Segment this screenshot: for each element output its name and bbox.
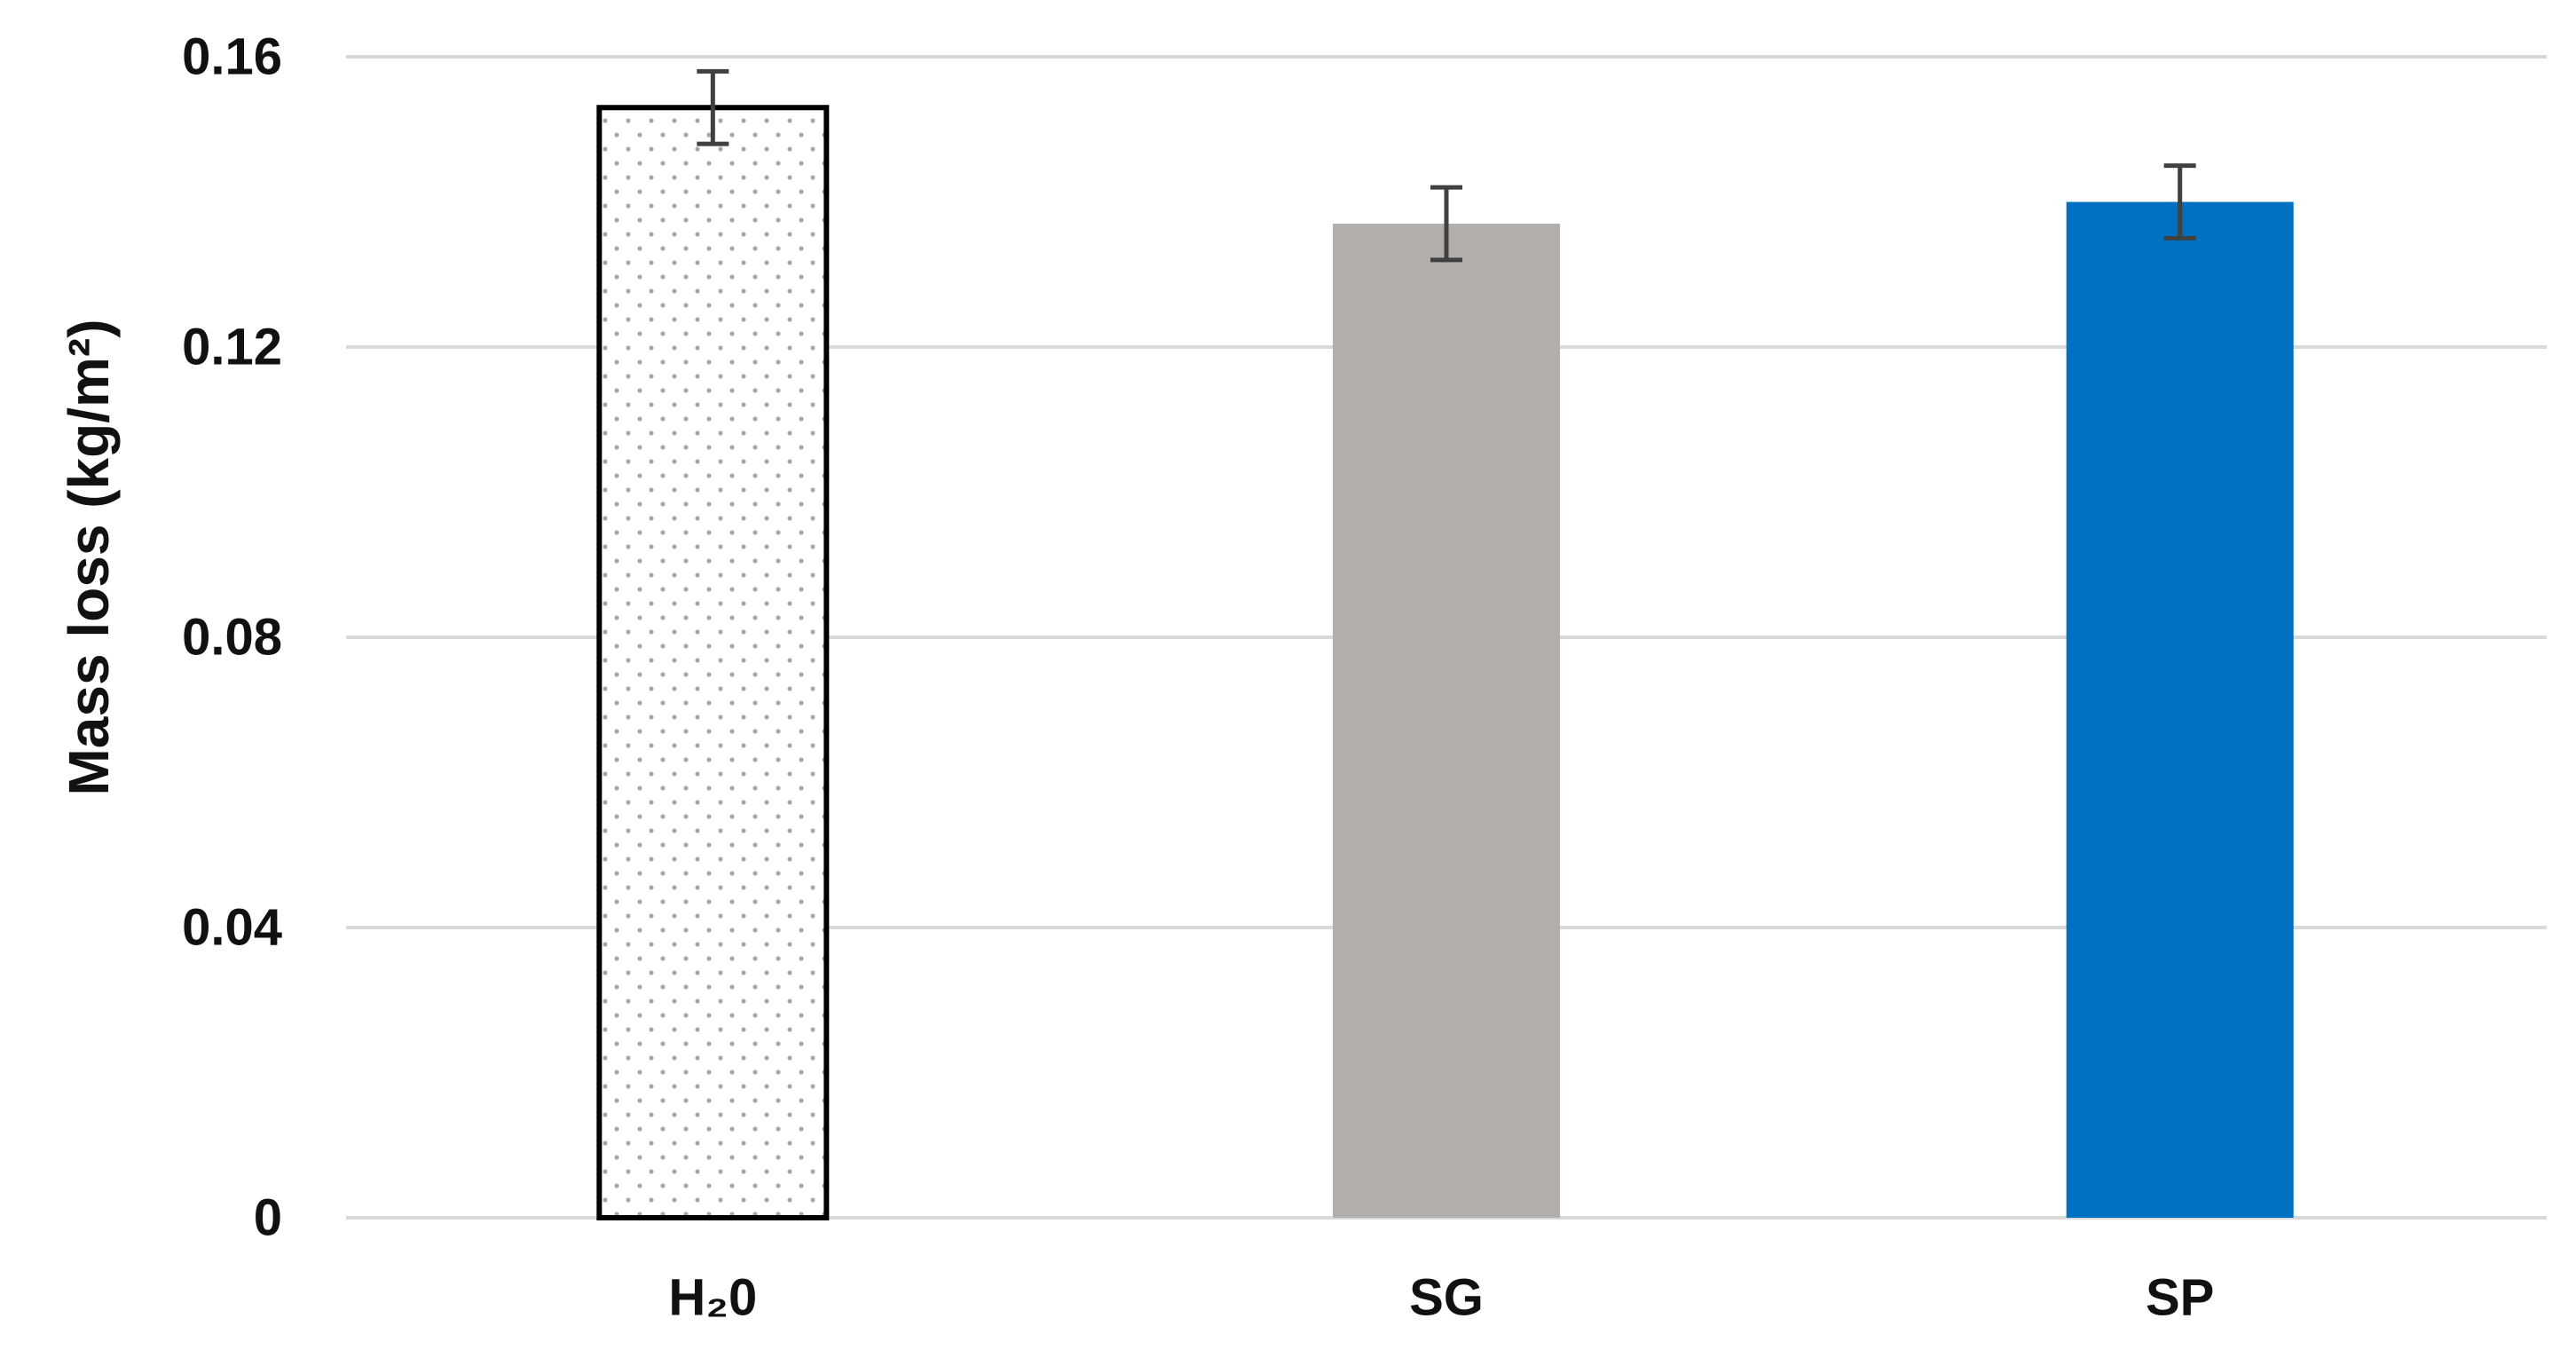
bar xyxy=(2066,201,2294,1218)
y-axis-title: Mass loss (kg/m²) xyxy=(57,319,121,795)
y-tick-label: 0.08 xyxy=(182,609,282,667)
bars xyxy=(596,105,2294,1221)
y-tick-label: 0.16 xyxy=(182,28,282,86)
x-tick-label: SP xyxy=(2146,1269,2214,1327)
bar xyxy=(1333,224,1560,1218)
y-axis-ticks: 0 0.04 0.08 0.12 0.16 xyxy=(182,28,282,1247)
y-tick-label: 0.04 xyxy=(182,899,282,957)
x-tick-label: H₂0 xyxy=(668,1269,757,1327)
bar xyxy=(596,105,830,1221)
error-bars xyxy=(697,68,2196,263)
y-tick-label: 0 xyxy=(254,1189,282,1247)
x-tick-label: SG xyxy=(1409,1269,1484,1327)
x-axis-ticks: H₂0 SG SP xyxy=(668,1269,2214,1327)
y-tick-label: 0.12 xyxy=(182,319,282,376)
